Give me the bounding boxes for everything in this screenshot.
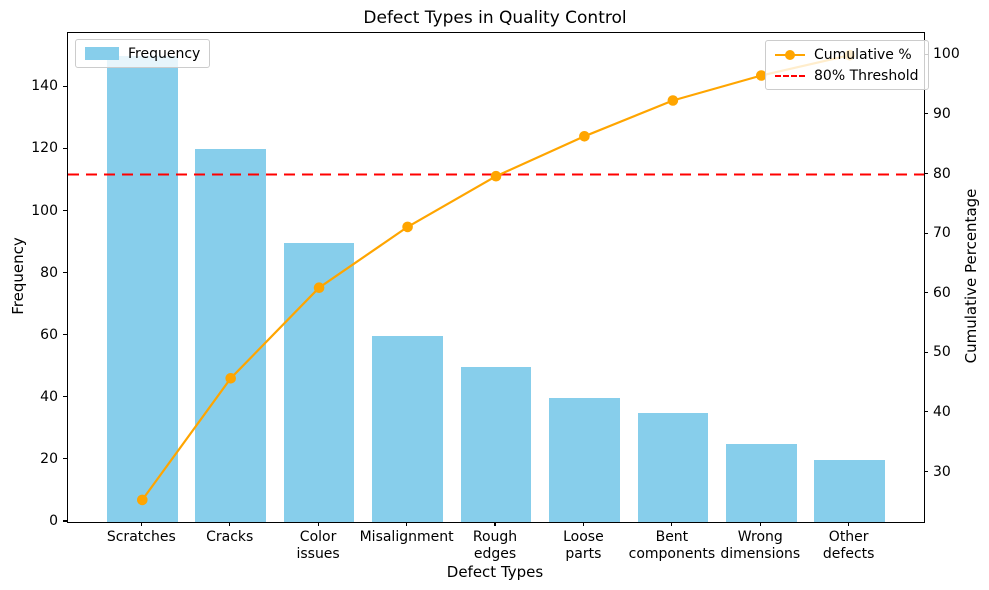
- y-tick-mark-left: [63, 396, 67, 398]
- bar-wrong-dimensions: [725, 444, 797, 522]
- legend-row-frequency: Frequency: [85, 44, 200, 63]
- bar-misalignment: [372, 335, 443, 522]
- y-tick-label-right: 40: [933, 403, 951, 420]
- y-tick-label-right: 90: [933, 105, 951, 122]
- y-tick-label-left: 20: [40, 450, 58, 467]
- y-tick-mark-left: [63, 520, 67, 522]
- x-tick-label-bent-components: Bent components: [628, 529, 716, 562]
- y-tick-mark-right: [924, 351, 929, 353]
- cumulative-marker-color-issues: [313, 282, 325, 293]
- x-tick-mark: [494, 522, 496, 527]
- y-tick-mark-left: [63, 85, 67, 87]
- chart-title: Defect Types in Quality Control: [363, 8, 627, 28]
- y-tick-label-right: 100: [933, 46, 960, 63]
- x-tick-label-wrong-dimensions: Wrong dimensions: [720, 529, 801, 562]
- y-tick-mark-left: [63, 272, 67, 274]
- bar-scratches: [106, 56, 178, 522]
- y-tick-mark-right: [924, 292, 929, 294]
- plot-area: [67, 32, 925, 523]
- y-tick-mark-left: [63, 458, 67, 460]
- bar-loose-parts: [549, 397, 620, 522]
- x-tick-label-misalignment: Misalignment: [359, 529, 454, 545]
- cumulative-line-sample-icon: [775, 49, 805, 60]
- y-tick-mark-right: [924, 232, 929, 234]
- x-tick-label-scratches: Scratches: [106, 529, 176, 545]
- y-tick-label-left: 120: [31, 140, 58, 157]
- threshold-line-sample-icon: [775, 74, 805, 77]
- cumulative-marker-cracks: [225, 373, 236, 384]
- x-tick-mark: [671, 522, 673, 527]
- y-tick-label-left: 80: [40, 264, 58, 281]
- y-tick-label-right: 50: [933, 344, 951, 361]
- y-tick-label-left: 100: [31, 202, 58, 219]
- cumulative-marker-misalignment: [402, 221, 413, 233]
- cumulative-marker-loose-parts: [579, 131, 590, 142]
- cumulative-marker-scratches: [137, 494, 148, 506]
- legend-row-threshold: 80% Threshold: [775, 66, 919, 85]
- y-tick-mark-left: [63, 209, 67, 212]
- y-tick-label-right: 80: [933, 165, 951, 182]
- y-tick-mark-right: [924, 113, 929, 115]
- legend-label-frequency: Frequency: [128, 45, 201, 62]
- line-overlay: [68, 49, 924, 506]
- x-tick-mark: [759, 522, 761, 527]
- x-tick-mark: [229, 522, 231, 527]
- legend-cumulative-threshold: Cumulative % 80% Threshold: [765, 40, 929, 90]
- cumulative-marker-icon: [785, 49, 795, 60]
- y-tick-mark-left: [63, 334, 67, 336]
- x-tick-mark: [406, 522, 408, 527]
- y-tick-mark-right: [924, 172, 929, 175]
- bar-other-defects: [814, 459, 885, 522]
- x-tick-label-other-defects: Other defects: [822, 529, 875, 562]
- y-tick-label-left: 60: [40, 326, 58, 343]
- x-tick-label-color-issues: Color issues: [296, 529, 340, 562]
- x-tick-mark: [317, 522, 319, 527]
- y-tick-label-left: 0: [49, 513, 58, 529]
- y-tick-mark-right: [924, 411, 929, 413]
- cumulative-marker-bent-components: [667, 95, 679, 106]
- x-tick-mark: [582, 522, 584, 527]
- legend-label-cumulative: Cumulative %: [814, 46, 912, 63]
- y-tick-label-right: 60: [933, 284, 951, 301]
- x-tick-mark: [848, 522, 850, 527]
- cumulative-line: [141, 54, 850, 501]
- cumulative-marker-rough-edges: [490, 170, 502, 182]
- cumulative-marker-wrong-dimensions: [756, 70, 767, 81]
- x-tick-label-cracks: Cracks: [206, 529, 254, 545]
- y-tick-label-left: 40: [40, 388, 58, 405]
- bar-rough-edges: [460, 366, 532, 522]
- legend-frequency: Frequency: [75, 39, 211, 68]
- legend-label-threshold: 80% Threshold: [814, 67, 919, 84]
- y-axis-label-right: Cumulative Percentage: [962, 188, 980, 364]
- y-tick-mark-right: [924, 470, 929, 473]
- x-tick-label-loose-parts: Loose parts: [563, 529, 604, 562]
- x-tick-mark: [140, 522, 142, 527]
- bars-layer: [68, 33, 924, 522]
- bar-bent-components: [637, 413, 709, 522]
- y-tick-label-right: 70: [933, 225, 951, 242]
- x-tick-label-rough-edges: Rough edges: [472, 529, 518, 562]
- frequency-swatch-icon: [85, 47, 119, 60]
- y-axis-label-left: Frequency: [9, 237, 27, 315]
- bar-cracks: [195, 149, 266, 522]
- y-tick-label-right: 30: [933, 463, 951, 480]
- x-axis-label: Defect Types: [446, 563, 544, 581]
- y-tick-mark-left: [63, 147, 67, 149]
- legend-row-cumulative: Cumulative %: [775, 45, 919, 64]
- y-tick-label-left: 140: [31, 78, 58, 95]
